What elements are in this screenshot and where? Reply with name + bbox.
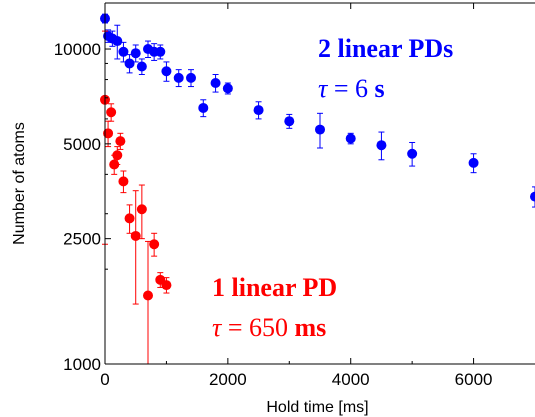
data-point bbox=[124, 58, 135, 69]
y-tick-label: 5000 bbox=[63, 135, 101, 154]
data-point bbox=[376, 140, 387, 151]
data-point bbox=[468, 157, 479, 168]
data-point bbox=[115, 136, 126, 147]
data-point bbox=[161, 66, 172, 77]
chart-axes: 0 2000 4000 6000 1000 2500 5000 10000 Hold time … bbox=[11, 2, 535, 416]
data-point bbox=[149, 239, 160, 250]
x-tick-label: 4000 bbox=[332, 370, 370, 389]
data-point bbox=[130, 230, 141, 241]
y-axis-title: Number of atoms bbox=[11, 122, 28, 245]
data-point bbox=[112, 36, 123, 47]
data-point bbox=[284, 116, 295, 127]
blue-annotation-tau: τ = 6 s bbox=[318, 74, 385, 103]
data-point bbox=[136, 204, 147, 215]
x-tick-label: 2000 bbox=[209, 370, 247, 389]
data-point bbox=[118, 176, 129, 187]
data-point bbox=[161, 280, 172, 291]
data-point bbox=[130, 48, 141, 59]
chart-marks bbox=[100, 13, 535, 365]
data-point bbox=[222, 83, 233, 94]
red-annotation-title: 1 linear PD bbox=[212, 273, 337, 302]
blue-annotation-title: 2 linear PDs bbox=[318, 34, 453, 63]
data-point bbox=[530, 191, 535, 202]
data-point bbox=[173, 72, 184, 83]
data-point bbox=[143, 290, 153, 301]
data-point bbox=[106, 107, 117, 118]
data-point bbox=[198, 102, 209, 113]
data-point bbox=[186, 72, 196, 83]
data-point bbox=[103, 128, 114, 139]
y-tick-label: 2500 bbox=[63, 230, 101, 249]
data-point bbox=[407, 148, 418, 159]
x-axis-title: Hold time [ms] bbox=[266, 399, 368, 416]
data-point bbox=[112, 150, 123, 161]
data-point bbox=[345, 133, 356, 144]
x-tick-label: 6000 bbox=[455, 370, 493, 389]
x-tick-label: 0 bbox=[100, 370, 109, 389]
data-point bbox=[253, 105, 264, 116]
y-tick-label: 10000 bbox=[54, 40, 101, 59]
data-point bbox=[109, 159, 120, 170]
data-point bbox=[315, 124, 325, 135]
y-tick-label: 1000 bbox=[63, 355, 101, 374]
data-point bbox=[136, 61, 147, 72]
data-point bbox=[155, 46, 166, 57]
data-point bbox=[124, 213, 135, 224]
red-annotation-tau: τ = 650 ms bbox=[212, 313, 326, 342]
data-point bbox=[210, 78, 221, 89]
data-point bbox=[118, 46, 129, 57]
